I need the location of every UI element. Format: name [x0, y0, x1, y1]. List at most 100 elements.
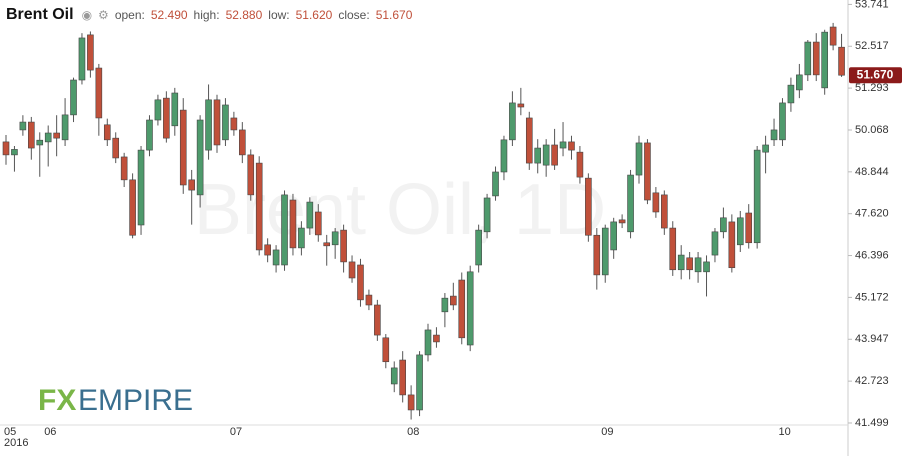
- candle-body: [19, 121, 27, 131]
- candle-body: [95, 67, 103, 119]
- candle-body: [416, 354, 423, 411]
- logo-fx: FX: [38, 384, 76, 417]
- candle-body: [281, 194, 288, 266]
- candle-body: [829, 26, 837, 46]
- candle-body: [635, 142, 643, 176]
- candle-body: [272, 249, 280, 266]
- candle-body: [222, 104, 229, 141]
- y-tick-label: 45.172: [855, 291, 889, 303]
- candle-body: [171, 92, 179, 127]
- candle-body: [492, 171, 499, 197]
- candle-body: [753, 149, 761, 244]
- candle-body: [314, 211, 322, 236]
- candle-body: [610, 221, 617, 251]
- y-tick-label: 41.499: [855, 417, 889, 429]
- candle-body: [78, 37, 86, 81]
- summary-label: high:: [193, 8, 220, 22]
- y-tick-label: 46.396: [855, 249, 889, 261]
- candle-body: [340, 229, 347, 263]
- candle-body: [433, 334, 440, 343]
- y-tick-label: 50.068: [855, 124, 889, 136]
- candle-body: [11, 149, 18, 156]
- candle-body: [796, 74, 803, 91]
- y-tick-label: 43.947: [855, 333, 889, 345]
- candle-body: [475, 229, 482, 266]
- candle-body: [331, 231, 339, 246]
- y-tick-label: 53.741: [855, 0, 889, 10]
- candle-body: [838, 46, 845, 76]
- header: Brent Oil ◉ ⚙ open: 52.490 high: 52.880 low:…: [6, 6, 412, 24]
- candle-body: [517, 103, 525, 108]
- candle-body: [568, 141, 575, 151]
- candle-body: [711, 231, 719, 256]
- candle-body: [407, 394, 415, 411]
- y-tick-label: 52.517: [855, 40, 889, 52]
- candle-body: [812, 41, 820, 76]
- candle-body: [736, 217, 744, 246]
- candle-body: [458, 279, 466, 339]
- x-tick-label: 05: [4, 426, 16, 438]
- logo-empire: EMPIRE: [78, 384, 193, 417]
- candle-body: [348, 261, 356, 279]
- candle-body: [399, 359, 406, 396]
- x-tick-label: 06: [44, 426, 56, 438]
- x-tick-label: 09: [601, 426, 613, 438]
- candle-body: [728, 221, 736, 269]
- candle-body: [787, 84, 795, 104]
- candle-body: [720, 217, 727, 233]
- candle-body: [450, 295, 457, 306]
- y-tick-label: 48.844: [855, 166, 889, 178]
- candle-body: [205, 99, 212, 151]
- summary-value: 52.490: [150, 8, 188, 22]
- candle-body: [188, 179, 195, 191]
- candle-body: [559, 141, 567, 149]
- candle-body: [53, 132, 60, 139]
- candle-body: [2, 141, 10, 156]
- candle-body: [441, 297, 449, 313]
- candle-body: [661, 194, 668, 229]
- candle-body: [179, 109, 187, 186]
- candle-body: [323, 242, 331, 247]
- candle-body: [534, 147, 542, 164]
- candle-body: [196, 119, 204, 196]
- watermark: Brent Oil, 1D: [194, 170, 606, 250]
- candle-body: [551, 144, 558, 166]
- summary-label: open:: [114, 8, 145, 22]
- candle-body: [87, 34, 94, 71]
- candle-body: [146, 119, 153, 151]
- candle-body: [745, 212, 753, 244]
- candle-body: [239, 129, 246, 156]
- candle-body: [627, 174, 634, 233]
- candle-body: [44, 132, 52, 143]
- candle-body: [644, 142, 651, 201]
- candle-body: [357, 264, 364, 301]
- candle-body: [585, 177, 592, 236]
- x-tick-label: 07: [230, 426, 242, 438]
- eye-icon[interactable]: ◉: [81, 8, 93, 22]
- candle-body: [483, 197, 491, 233]
- candle-body: [821, 31, 828, 89]
- candle-body: [247, 154, 255, 196]
- last-price-label: 51.670: [857, 67, 894, 81]
- summary-label: low:: [268, 8, 290, 22]
- candle-body: [703, 261, 710, 273]
- candle-body: [601, 227, 609, 276]
- candle-body: [306, 201, 314, 229]
- candle-body: [374, 304, 381, 336]
- candle-body: [542, 144, 550, 166]
- candle-body: [70, 79, 77, 116]
- candle-body: [593, 234, 601, 276]
- candle-body: [103, 124, 111, 141]
- candle-body: [120, 156, 128, 181]
- y-tick-label: 47.620: [855, 208, 889, 220]
- settings-icon[interactable]: ⚙: [98, 8, 109, 22]
- symbol-title: Brent Oil: [6, 6, 74, 23]
- candle-body: [255, 162, 263, 251]
- x-tick-label: 08: [407, 426, 419, 438]
- candle-body: [289, 199, 297, 249]
- candle-body: [298, 227, 305, 249]
- candle-body: [677, 254, 685, 271]
- candle-body: [762, 144, 769, 153]
